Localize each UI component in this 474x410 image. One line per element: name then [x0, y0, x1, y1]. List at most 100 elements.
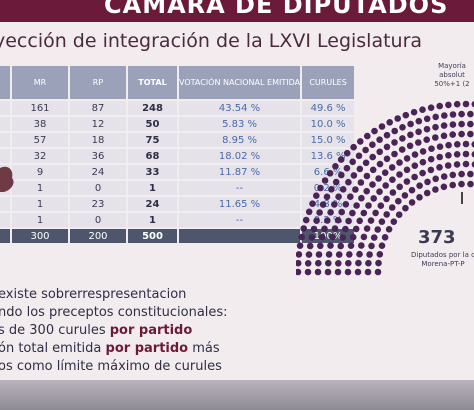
- seat-dot: [396, 159, 403, 166]
- seat-dot: [337, 156, 345, 163]
- seat-dot: [419, 106, 426, 113]
- seat-dot: [432, 175, 439, 183]
- seat-dot: [342, 201, 350, 208]
- majority-marker: [461, 192, 463, 204]
- note-line: existe sobrerrespresentacion: [0, 287, 187, 302]
- seat-dot: [411, 173, 418, 181]
- seat-dot: [376, 251, 384, 258]
- seat-dot: [337, 242, 344, 250]
- seat-dot: [350, 143, 357, 151]
- total-cell: 33: [128, 165, 177, 179]
- seat-dot: [309, 200, 316, 207]
- seat-dot: [386, 119, 393, 126]
- seat-dot: [407, 131, 414, 139]
- seat-dot: [471, 100, 474, 108]
- seat-dot: [458, 180, 465, 188]
- seat-dot: [467, 180, 474, 188]
- votacion-cell: 11.87 %: [179, 165, 301, 179]
- seat-dot: [349, 158, 356, 166]
- seat-dot: [453, 100, 461, 108]
- seat-dot: [441, 112, 448, 119]
- seat-dot: [356, 250, 363, 258]
- title-banner: CÁMARA DE DIPUTADOS: [0, 0, 474, 22]
- seat-dot: [403, 166, 411, 174]
- party-cell: [0, 197, 10, 211]
- seat-dot: [363, 187, 370, 195]
- seat-dot: [335, 193, 342, 200]
- seat-dot: [350, 172, 358, 179]
- seat-dot: [428, 145, 435, 152]
- seat-dot: [388, 204, 396, 211]
- seat-dot: [327, 209, 334, 216]
- seat-dot: [436, 143, 444, 150]
- seat-dot: [419, 169, 426, 177]
- header-mr: MR: [12, 66, 68, 99]
- seat-dot: [356, 165, 364, 173]
- seat-dot: [449, 131, 456, 138]
- rp-cell: 87: [70, 101, 126, 115]
- seat-dot: [376, 148, 383, 156]
- seat-dot: [332, 178, 340, 186]
- seat-dot: [440, 132, 448, 140]
- seat-dot: [296, 251, 303, 258]
- seat-dot: [376, 188, 383, 195]
- seat-dot: [374, 226, 381, 233]
- header-rp: RP: [70, 66, 126, 99]
- seat-dot: [315, 259, 322, 267]
- rp-cell: 18: [70, 133, 126, 147]
- seat-dot: [407, 120, 414, 128]
- curules-cell: 4.8 %: [302, 197, 355, 211]
- seat-dot: [462, 160, 470, 168]
- votacion-cell: 11.65 %: [179, 197, 301, 211]
- page-title: CÁMARA DE DIPUTADOS: [104, 0, 449, 19]
- seat-dot: [432, 123, 439, 131]
- seat-dot: [343, 164, 351, 172]
- seat-dot: [383, 211, 390, 218]
- seat-dot: [347, 193, 354, 200]
- seat-dot: [371, 127, 378, 135]
- total-cell: 1: [128, 181, 177, 195]
- seat-dot: [354, 268, 362, 276]
- seat-dot: [389, 176, 396, 183]
- votacion-cell: 18.02 %: [179, 149, 301, 163]
- seat-dot: [347, 242, 355, 249]
- seat-dot: [366, 251, 373, 258]
- seat-dot: [369, 181, 376, 188]
- table-row: 32 36 68 18.02 % 13.6 %: [0, 149, 355, 163]
- seat-dot: [411, 162, 419, 169]
- seat-dot: [391, 127, 398, 135]
- seat-dot: [317, 184, 324, 192]
- seat-dot: [355, 259, 362, 267]
- curules-cell: 49.6 %: [302, 101, 355, 115]
- votacion-cell: 5.83 %: [179, 117, 301, 131]
- seat-dot: [471, 151, 474, 158]
- seat-dot: [415, 139, 422, 146]
- seat-dot: [335, 260, 342, 267]
- seat-dot: [471, 161, 474, 168]
- rp-cell: 0: [70, 213, 126, 227]
- seat-dot: [395, 211, 403, 218]
- mr-cell: 1: [12, 213, 68, 227]
- mr-cell: 57: [12, 133, 68, 147]
- note-line: ón total emitida por partido más: [0, 341, 220, 356]
- seat-dot: [305, 208, 313, 216]
- seat-dot: [462, 150, 470, 158]
- seat-dot: [440, 173, 448, 180]
- seat-dot: [375, 175, 382, 182]
- seat-dot: [403, 178, 411, 185]
- seat-dot: [381, 169, 389, 176]
- seat-dot: [362, 159, 370, 167]
- seat-dot: [445, 152, 452, 159]
- seat-dot: [315, 251, 323, 258]
- seat-dot: [372, 209, 379, 217]
- seat-dot: [296, 259, 302, 267]
- votacion-cell: --: [179, 181, 301, 195]
- seat-dot: [324, 268, 332, 276]
- seat-dot: [423, 189, 431, 197]
- grand-total: 500: [128, 229, 177, 243]
- seat-dot: [304, 268, 312, 276]
- seat-dot: [408, 186, 416, 194]
- seat-dot: [423, 125, 431, 133]
- party-cell: [0, 101, 10, 115]
- seat-dot: [364, 268, 372, 276]
